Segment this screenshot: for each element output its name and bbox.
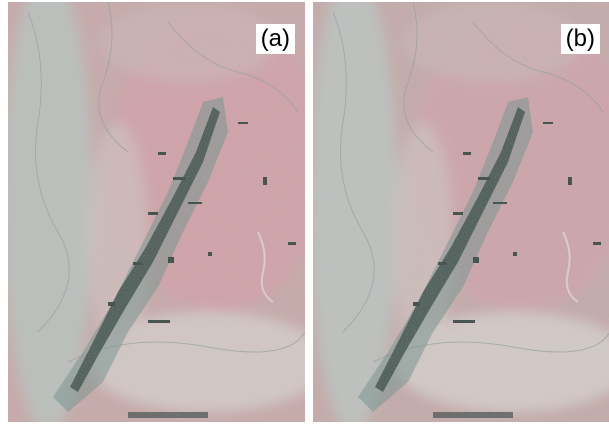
image-panel-b: (b) [313, 2, 609, 422]
image-grain [313, 2, 609, 422]
panel-label-a: (a) [255, 24, 295, 54]
satellite-image-b [313, 2, 609, 422]
satellite-image-a [8, 2, 305, 422]
panel-label-b: (b) [560, 24, 600, 54]
image-grain [8, 2, 305, 422]
image-panel-a: (a) [8, 2, 305, 422]
